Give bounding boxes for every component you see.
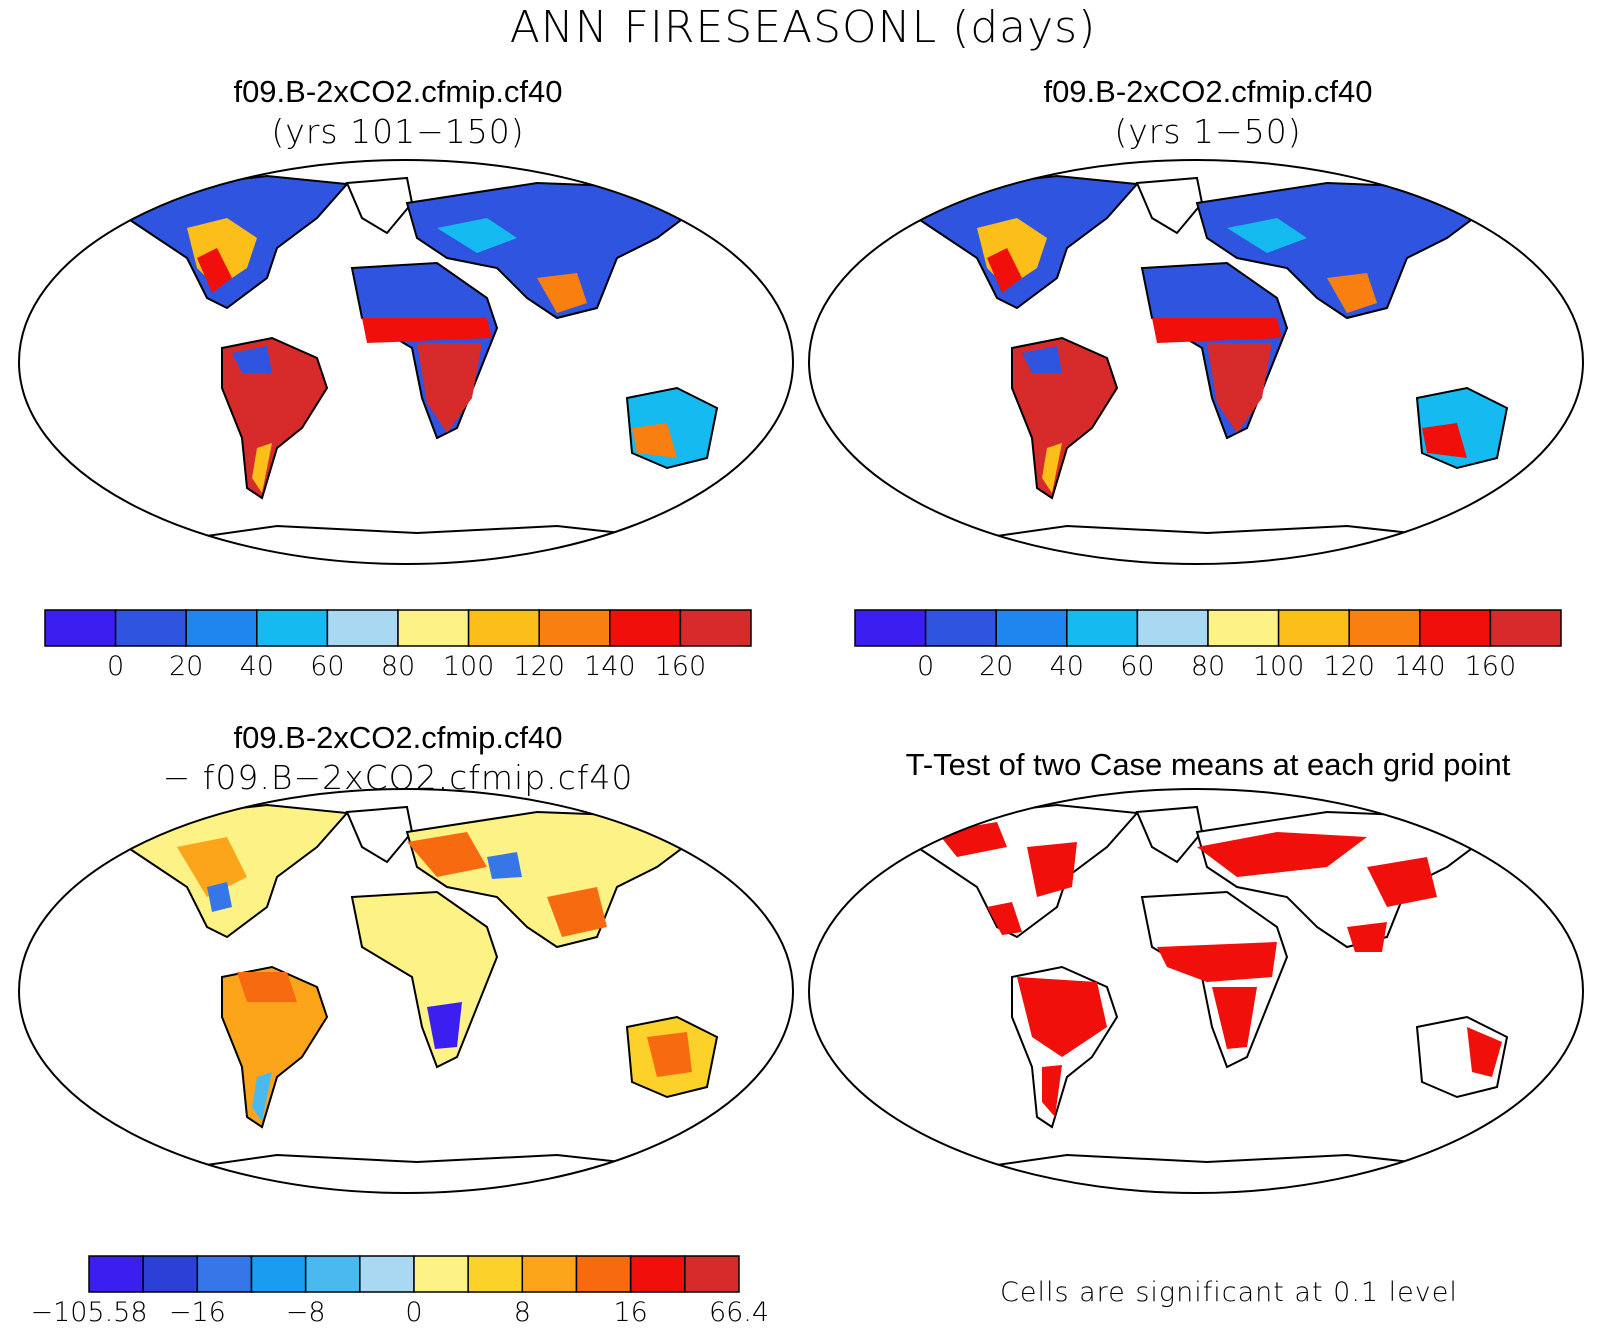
map-panel-4 — [808, 788, 1584, 1194]
diff-swatch — [521, 1255, 578, 1293]
diff-tick-label: −16 — [168, 1297, 226, 1328]
diff-swatch — [467, 1255, 524, 1293]
abs-tick-label: 140 — [1394, 651, 1446, 682]
diff-swatch — [304, 1255, 361, 1293]
abs-tick-label: 120 — [513, 651, 565, 682]
map-panel-3 — [18, 788, 794, 1194]
panel2-subtitle: (yrs 1−50) — [1114, 112, 1302, 151]
main-title: ANN FIRESEASONL (days) — [509, 2, 1097, 53]
abs-swatch — [538, 609, 611, 647]
diff-swatch — [196, 1255, 253, 1293]
panel1-title: f09.B-2xCO2.cfmip.cf40 — [233, 74, 563, 109]
panel3-subtitle: − f09.B−2xCO2.cfmip.cf40 — [162, 758, 634, 797]
abs-tick-label: 40 — [239, 651, 274, 682]
abs-tick-label: 40 — [1049, 651, 1084, 682]
abs-swatch — [467, 609, 540, 647]
abs-swatch — [679, 609, 752, 647]
diff-tick-label: −105.58 — [30, 1297, 148, 1328]
abs-swatch — [609, 609, 682, 647]
colorbar-2 — [854, 609, 1562, 647]
abs-tick-label: 20 — [169, 651, 204, 682]
diff-tick-label: 0 — [405, 1297, 423, 1328]
diff-swatch — [413, 1255, 469, 1293]
abs-swatch — [397, 609, 470, 647]
diff-swatch — [359, 1255, 415, 1293]
abs-swatch — [326, 609, 399, 647]
abs-swatch — [995, 609, 1068, 647]
significance-note: Cells are significant at 0.1 level — [1000, 1277, 1458, 1308]
abs-swatch — [854, 609, 927, 647]
diff-swatch — [250, 1255, 307, 1293]
abs-swatch — [185, 609, 258, 647]
abs-tick-label: 80 — [1190, 651, 1226, 682]
map-panel-1 — [18, 159, 794, 565]
abs-tick-label: 80 — [380, 651, 416, 682]
abs-tick-label: 20 — [979, 651, 1014, 682]
diff-swatch — [88, 1255, 144, 1293]
map-panel-2 — [808, 159, 1584, 565]
abs-swatch — [1136, 609, 1209, 647]
abs-tick-label: 140 — [584, 651, 636, 682]
diff-swatch — [684, 1255, 740, 1293]
diff-swatch — [575, 1255, 632, 1293]
abs-swatch — [924, 609, 997, 647]
abs-tick-label: 0 — [107, 651, 125, 682]
diff-tick-label: 8 — [513, 1297, 531, 1328]
panel2-title: f09.B-2xCO2.cfmip.cf40 — [1043, 74, 1373, 109]
colorbar-3 — [88, 1255, 740, 1293]
abs-swatch — [1348, 609, 1421, 647]
diff-tick-label: 16 — [613, 1297, 648, 1328]
abs-tick-label: 120 — [1323, 651, 1375, 682]
abs-tick-label: 60 — [1120, 651, 1155, 682]
abs-swatch — [1419, 609, 1492, 647]
diff-swatch — [142, 1255, 199, 1293]
abs-tick-label: 100 — [442, 651, 495, 682]
diff-tick-label: 66.4 — [708, 1297, 770, 1328]
abs-tick-label: 0 — [917, 651, 935, 682]
abs-swatch — [256, 609, 329, 647]
abs-swatch — [1489, 609, 1562, 647]
abs-swatch — [1066, 609, 1139, 647]
abs-tick-label: 100 — [1252, 651, 1305, 682]
abs-swatch — [44, 609, 117, 647]
abs-tick-label: 160 — [1464, 651, 1517, 682]
abs-tick-label: 60 — [310, 651, 345, 682]
panel3-title: f09.B-2xCO2.cfmip.cf40 — [233, 720, 563, 755]
abs-swatch — [114, 609, 187, 647]
abs-tick-label: 160 — [654, 651, 707, 682]
panel4-title: T-Test of two Case means at each grid po… — [905, 747, 1511, 782]
abs-swatch — [1277, 609, 1350, 647]
diff-swatch — [629, 1255, 686, 1293]
diff-tick-label: −8 — [285, 1297, 326, 1328]
colorbar-1 — [44, 609, 752, 647]
abs-swatch — [1207, 609, 1280, 647]
panel1-subtitle: (yrs 101−150) — [271, 112, 525, 151]
